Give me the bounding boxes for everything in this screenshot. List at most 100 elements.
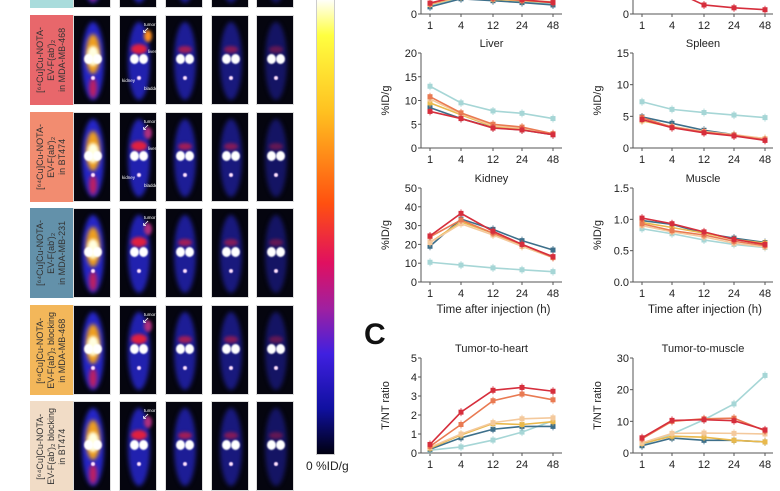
data-point xyxy=(763,242,768,247)
data-point xyxy=(428,94,433,99)
data-point xyxy=(459,263,464,268)
x-tick-label: 12 xyxy=(698,459,710,470)
data-point xyxy=(459,410,464,415)
data-point xyxy=(520,127,525,132)
y-tick-label: 5 xyxy=(411,353,417,365)
x-tick-label: 48 xyxy=(547,459,559,470)
y-tick-label: 15 xyxy=(405,72,417,84)
y-tick-label: 0.0 xyxy=(614,277,629,289)
x-tick-label: 12 xyxy=(487,459,499,470)
data-point xyxy=(763,7,768,12)
chart-title: Muscle xyxy=(686,173,721,185)
y-tick-label: 10 xyxy=(405,258,417,270)
data-point xyxy=(428,84,433,89)
x-tick-label: 48 xyxy=(759,288,771,300)
data-point xyxy=(670,228,675,233)
y-tick-label: 30 xyxy=(617,353,629,365)
chart-title: Tumor-to-heart xyxy=(455,343,528,355)
y-tick-label: 0 xyxy=(411,9,417,21)
x-axis-label: Time after injection (h) xyxy=(648,304,762,316)
data-point xyxy=(491,438,496,443)
data-point xyxy=(670,431,675,436)
y-axis-label: %ID/g xyxy=(592,86,604,116)
data-point xyxy=(491,388,496,393)
data-point xyxy=(491,229,496,234)
data-point xyxy=(732,5,737,10)
data-point xyxy=(491,108,496,113)
data-point xyxy=(551,0,556,5)
x-tick-label: 4 xyxy=(669,154,675,166)
x-tick-label: 48 xyxy=(759,20,771,32)
x-tick-label: 1 xyxy=(427,459,433,470)
y-tick-label: 2 xyxy=(411,410,417,422)
y-tick-label: 1.0 xyxy=(614,214,629,226)
x-tick-label: 24 xyxy=(728,154,740,166)
data-point xyxy=(459,422,464,427)
x-tick-label: 1 xyxy=(639,288,645,300)
x-tick-label: 48 xyxy=(547,20,559,32)
data-point xyxy=(732,431,737,436)
data-point xyxy=(732,237,737,242)
x-tick-label: 24 xyxy=(728,20,740,32)
x-tick-label: 4 xyxy=(458,20,464,32)
x-tick-label: 1 xyxy=(639,20,645,32)
data-point xyxy=(732,401,737,406)
data-point xyxy=(640,435,645,440)
x-tick-label: 12 xyxy=(487,154,499,166)
data-point xyxy=(763,439,768,444)
data-point xyxy=(670,221,675,226)
x-tick-label: 24 xyxy=(516,20,528,32)
x-tick-label: 1 xyxy=(639,459,645,470)
y-tick-label: 4 xyxy=(411,372,417,384)
x-tick-label: 1 xyxy=(427,288,433,300)
x-tick-label: 24 xyxy=(516,288,528,300)
y-axis-label: %ID/g xyxy=(592,220,604,250)
x-tick-label: 48 xyxy=(547,288,559,300)
data-point xyxy=(428,1,433,6)
x-axis-label: Time after injection (h) xyxy=(437,304,551,316)
x-tick-label: 4 xyxy=(669,459,675,470)
chart-title: Spleen xyxy=(686,38,720,50)
data-point xyxy=(459,100,464,105)
x-tick-label: 4 xyxy=(458,459,464,470)
x-tick-label: 12 xyxy=(487,20,499,32)
y-tick-label: 40 xyxy=(405,202,417,214)
data-point xyxy=(551,116,556,121)
data-point xyxy=(520,267,525,272)
data-point xyxy=(491,265,496,270)
data-point xyxy=(520,111,525,116)
data-point xyxy=(491,126,496,131)
data-point xyxy=(520,242,525,247)
x-tick-label: 48 xyxy=(547,154,559,166)
data-point xyxy=(640,117,645,122)
data-point xyxy=(732,133,737,138)
data-point xyxy=(670,125,675,130)
y-tick-label: 15 xyxy=(617,48,629,60)
x-tick-label: 12 xyxy=(698,154,710,166)
y-tick-label: 1 xyxy=(411,429,417,441)
x-tick-label: 12 xyxy=(698,288,710,300)
y-tick-label: 10 xyxy=(617,416,629,428)
data-point xyxy=(763,115,768,120)
data-point xyxy=(428,442,433,447)
y-axis-label: %ID/g xyxy=(380,86,392,116)
y-tick-label: 20 xyxy=(405,48,417,60)
data-point xyxy=(763,373,768,378)
y-tick-label: 0 xyxy=(411,277,417,289)
data-point xyxy=(763,138,768,143)
data-point xyxy=(702,110,707,115)
x-tick-label: 24 xyxy=(516,459,528,470)
data-point xyxy=(428,260,433,265)
data-point xyxy=(491,420,496,425)
data-point xyxy=(551,415,556,420)
data-point xyxy=(732,418,737,423)
data-point xyxy=(459,211,464,216)
y-tick-label: 20 xyxy=(405,239,417,251)
series-line xyxy=(430,220,553,258)
y-axis-label: T/NT ratio xyxy=(592,381,604,430)
